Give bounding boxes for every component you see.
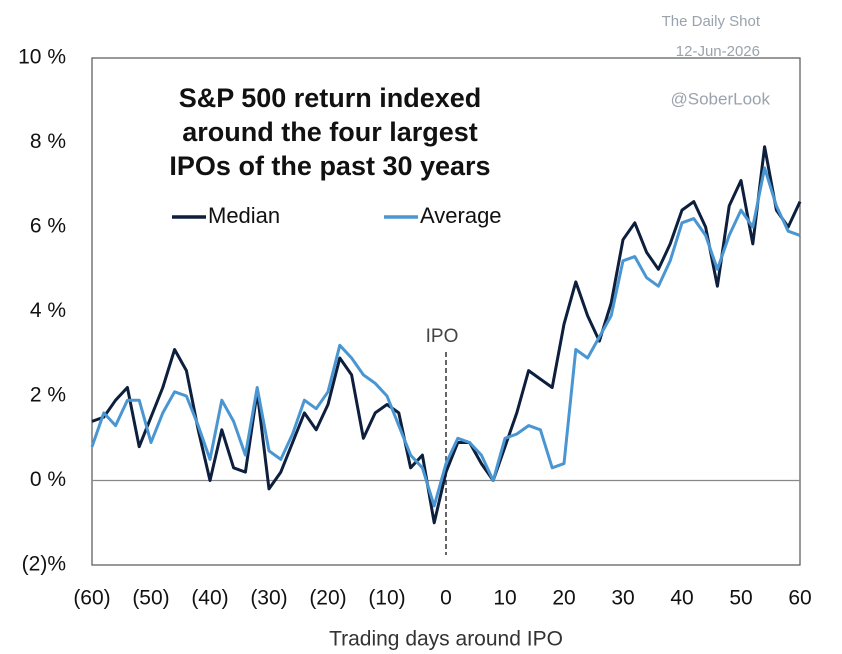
y-tick-label: 4 % [30, 299, 66, 322]
y-tick-label: 8 % [30, 130, 66, 153]
y-tick-label: 6 % [30, 215, 66, 238]
x-tick-label: (30) [250, 587, 287, 610]
y-tick-label: 0 % [30, 468, 66, 491]
x-tick-label: 60 [788, 587, 811, 610]
watermark-handle: @SoberLook [671, 89, 771, 108]
plot-frame [91, 57, 801, 566]
x-tick-label: (60) [73, 587, 110, 610]
x-tick-label: 0 [440, 587, 452, 610]
x-tick-label: 20 [552, 587, 575, 610]
x-tick-label: 30 [611, 587, 634, 610]
y-tick-label: 10 % [18, 46, 66, 69]
series-line [91, 145, 802, 525]
x-tick-label: (40) [191, 587, 228, 610]
chart-title: around the four largest [182, 117, 478, 147]
chart-title: IPOs of the past 30 years [169, 151, 490, 181]
x-axis-label: Trading days around IPO [329, 628, 563, 651]
watermark-date: 12-Jun-2026 [676, 43, 760, 60]
ipo-label: IPO [426, 326, 459, 347]
watermark: The Daily Shot [662, 13, 761, 30]
y-tick-label: 2 % [30, 384, 66, 407]
x-tick-label: 50 [729, 587, 752, 610]
series-line [90, 166, 801, 508]
x-tick-label: 10 [493, 587, 516, 610]
legend-label: Median [208, 203, 280, 228]
x-tick-label: 40 [670, 587, 693, 610]
legend-label: Average [420, 203, 502, 228]
chart-title: S&P 500 return indexed [179, 83, 482, 113]
x-tick-label: (10) [368, 587, 405, 610]
x-tick-label: (50) [132, 587, 169, 610]
x-tick-label: (20) [309, 587, 346, 610]
y-tick-label: (2)% [22, 553, 66, 576]
